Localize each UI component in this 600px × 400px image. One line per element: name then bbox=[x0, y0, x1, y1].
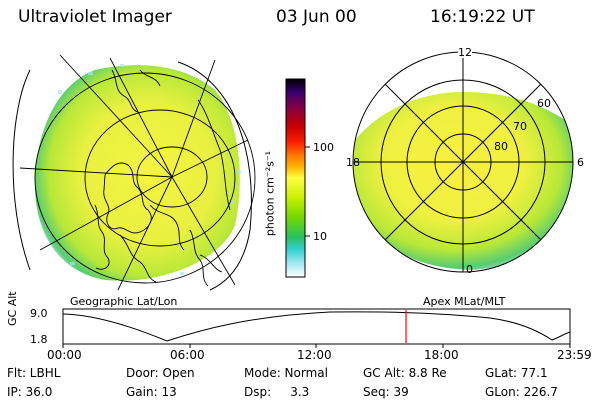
polar-grid bbox=[352, 51, 574, 273]
intensity-colorbar bbox=[285, 78, 310, 278]
geographic-grid bbox=[19, 54, 256, 291]
right-panel-label: Apex MLat/MLT bbox=[423, 295, 506, 308]
status-glat: GLat: 77.1 bbox=[485, 366, 548, 380]
left-panel-label: Geographic Lat/Lon bbox=[70, 295, 178, 308]
coastlines bbox=[94, 69, 231, 287]
status-mode: Mode: Normal bbox=[244, 366, 328, 380]
status-gain: Gain: 13 bbox=[126, 385, 177, 399]
mlat-label-80: 80 bbox=[494, 140, 508, 153]
status-dsp: Dsp: 3.3 bbox=[244, 385, 310, 399]
timeline-xtick-0000: 00:00 bbox=[47, 348, 82, 362]
noise-speckle bbox=[58, 64, 241, 275]
mlt-label-6: 6 bbox=[577, 156, 584, 169]
status-flt: Flt: LBHL bbox=[7, 366, 61, 380]
mlt-label-12: 12 bbox=[458, 46, 472, 59]
orbit-timeline bbox=[62, 308, 571, 348]
mlt-label-0: 0 bbox=[466, 263, 473, 276]
mlat-mlt-image bbox=[352, 51, 574, 273]
status-glon: GLon: 226.7 bbox=[485, 385, 558, 399]
status-seq: Seq: 39 bbox=[363, 385, 409, 399]
timeline-xtick-1800: 18:00 bbox=[424, 348, 459, 362]
status-gcalt: GC Alt: 8.8 Re bbox=[363, 366, 447, 380]
timeline-xtick-1200: 12:00 bbox=[297, 348, 332, 362]
colorbar-tick-100: 100 bbox=[313, 141, 334, 154]
status-door: Door: Open bbox=[126, 366, 195, 380]
geographic-image bbox=[12, 54, 256, 291]
mlat-label-70: 70 bbox=[513, 120, 527, 133]
timeline-axis-label: GC Alt bbox=[6, 291, 19, 326]
app-title: Ultraviolet Imager bbox=[18, 7, 172, 27]
timeline-ytick-low: 1.8 bbox=[30, 333, 48, 346]
timeline-xtick-0600: 06:00 bbox=[170, 348, 205, 362]
colorbar-unit-label: photon cm⁻²s⁻¹ bbox=[263, 150, 277, 237]
mlt-label-18: 18 bbox=[346, 156, 360, 169]
timeline-xtick-2359: 23:59 bbox=[557, 348, 592, 362]
image-time: 16:19:22 UT bbox=[430, 7, 535, 27]
colorbar-tick-10: 10 bbox=[313, 230, 327, 243]
mlat-label-60: 60 bbox=[537, 97, 551, 110]
status-ip: IP: 36.0 bbox=[7, 385, 53, 399]
earth-limb bbox=[12, 61, 252, 291]
image-date: 03 Jun 00 bbox=[276, 7, 357, 27]
auroral-emission-right bbox=[353, 92, 573, 270]
altitude-curve bbox=[62, 311, 571, 342]
timeline-ytick-high: 9.0 bbox=[30, 307, 48, 320]
